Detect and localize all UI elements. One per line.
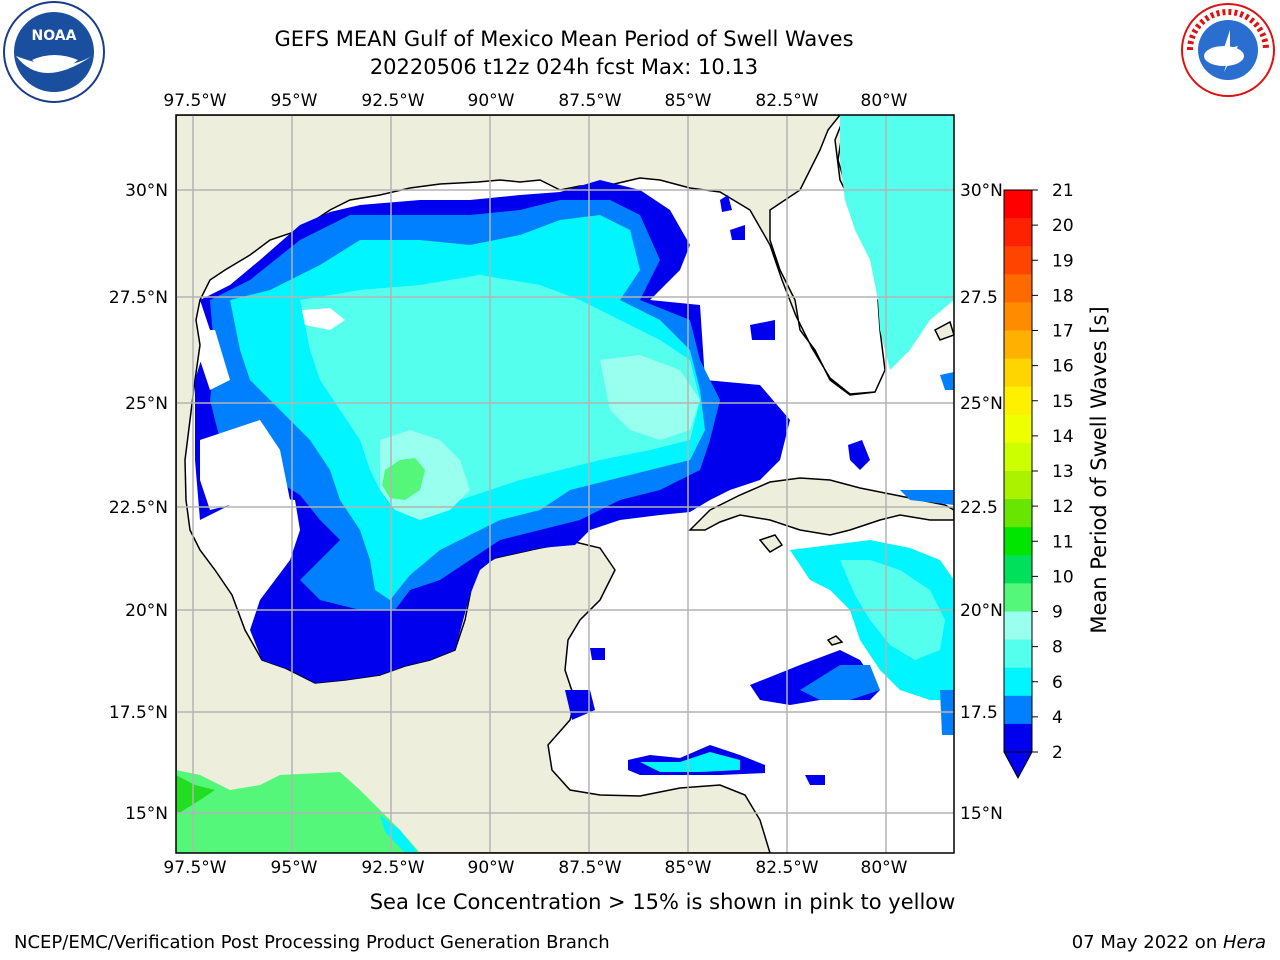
colorbar-segment (1004, 386, 1032, 416)
lon-label: 97.5°W (163, 91, 226, 111)
colorbar-label: 13 (1052, 462, 1074, 482)
colorbar-label: 17 (1052, 322, 1074, 342)
lat-label: 27.5 (960, 288, 998, 308)
lon-label: 85°W (665, 91, 712, 111)
sea-ice-note: Sea Ice Concentration > 15% is shown in … (369, 890, 956, 914)
lat-label: 20°N (960, 601, 1003, 621)
lon-label: 97.5°W (163, 858, 226, 878)
map-title: GEFS MEAN Gulf of Mexico Mean Period of … (274, 27, 854, 51)
colorbar-extend (1003, 751, 1033, 780)
colorbar-label: 19 (1052, 251, 1074, 271)
lon-label: 85°W (665, 858, 712, 878)
colorbar-segment (1004, 190, 1032, 219)
lon-label: 87.5°W (558, 91, 621, 111)
lat-label: 17.5°N (109, 703, 168, 723)
lat-label: 15°N (960, 804, 1003, 824)
colorbar-segment (1004, 302, 1032, 331)
lon-label: 95°W (271, 858, 318, 878)
colorbar-segment (1004, 611, 1032, 641)
colorbar-segment (1004, 695, 1032, 725)
colorbar-segment (1004, 218, 1032, 247)
lat-label: 25°N (125, 394, 168, 414)
colorbar-label: 6 (1052, 673, 1063, 693)
colorbar-label: 10 (1052, 567, 1074, 587)
lon-label: 95°W (271, 91, 318, 111)
lon-label: 87.5°W (558, 858, 621, 878)
lat-label: 27.5°N (109, 288, 168, 308)
colorbar-label: 8 (1052, 638, 1063, 658)
lat-label: 22.5 (960, 498, 998, 518)
colorbar-label: 15 (1052, 392, 1074, 412)
colorbar-label: 9 (1052, 603, 1063, 623)
footer-host: Hera (1222, 932, 1266, 953)
map-area (176, 115, 954, 853)
lon-label: 92.5°W (361, 858, 424, 878)
colorbar-segment (1004, 274, 1032, 303)
lat-label: 25°N (960, 394, 1003, 414)
colorbar-segment (1004, 246, 1032, 275)
colorbar-segment (1004, 442, 1032, 472)
colorbar-label: 20 (1052, 216, 1074, 236)
colorbar-label: 4 (1052, 708, 1063, 728)
colorbar-segment (1004, 667, 1032, 697)
colorbar-title: Mean Period of Swell Waves [s] (1087, 306, 1111, 633)
colorbar-segment (1004, 358, 1032, 388)
footer-credit: NCEP/EMC/Verification Post Processing Pr… (14, 932, 610, 953)
colorbar-label: 2 (1052, 743, 1063, 763)
lat-label: 30°N (960, 181, 1003, 201)
map-subtitle: 20220506 t12z 024h fcst Max: 10.13 (369, 55, 759, 79)
lat-labels-left: 30°N 27.5°N 25°N 22.5°N 20°N 17.5°N 15°N (109, 181, 168, 824)
lon-labels-top: 97.5°W 95°W 92.5°W 90°W 87.5°W 85°W 82.5… (163, 91, 907, 111)
colorbar-segment (1004, 471, 1032, 500)
colorbar-segment (1004, 414, 1032, 444)
colorbar-label: 12 (1052, 497, 1074, 517)
colorbar-label: 18 (1052, 286, 1074, 306)
map-frame (175, 114, 955, 854)
colorbar-segment (1004, 639, 1032, 669)
colorbar-label: 21 (1052, 181, 1074, 201)
colorbar-segment (1004, 499, 1032, 528)
lon-label: 82.5°W (755, 858, 818, 878)
footer-date: 07 May 2022 on Hera (1072, 932, 1266, 953)
lon-label: 90°W (468, 858, 515, 878)
colorbar-label: 11 (1052, 532, 1074, 552)
colorbar-segment (1004, 330, 1032, 360)
lon-label: 92.5°W (361, 91, 424, 111)
colorbar-segment (1004, 583, 1032, 612)
lat-labels-right: 30°N 27.5 25°N 22.5 20°N 17.5 15°N (960, 181, 1003, 824)
lon-label: 90°W (468, 91, 515, 111)
footer-date-text: 07 May 2022 on (1071, 932, 1223, 953)
lon-labels-bottom: 97.5°W 95°W 92.5°W 90°W 87.5°W 85°W 82.5… (163, 858, 907, 878)
colorbar-label: 14 (1052, 427, 1074, 447)
colorbar-segment (1004, 527, 1032, 556)
colorbar-segment (1004, 555, 1032, 584)
lat-label: 17.5 (960, 703, 998, 723)
colorbar: 21 20 19 18 17 16 15 14 13 12 11 10 9 8 6 4 2 (1003, 181, 1074, 780)
lat-label: 15°N (125, 804, 168, 824)
lon-label: 82.5°W (755, 91, 818, 111)
noaa-logo: NOAA (2, 0, 106, 108)
graticule (176, 115, 954, 853)
noaa-logo-text: NOAA (32, 28, 77, 44)
lon-label: 80°W (861, 91, 908, 111)
colorbar-label: 16 (1052, 357, 1074, 377)
colorbar-segment (1004, 723, 1032, 753)
lat-label: 30°N (125, 181, 168, 201)
nws-logo (1178, 0, 1278, 104)
lon-label: 80°W (861, 858, 908, 878)
lat-label: 20°N (125, 601, 168, 621)
lat-label: 22.5°N (109, 498, 168, 518)
